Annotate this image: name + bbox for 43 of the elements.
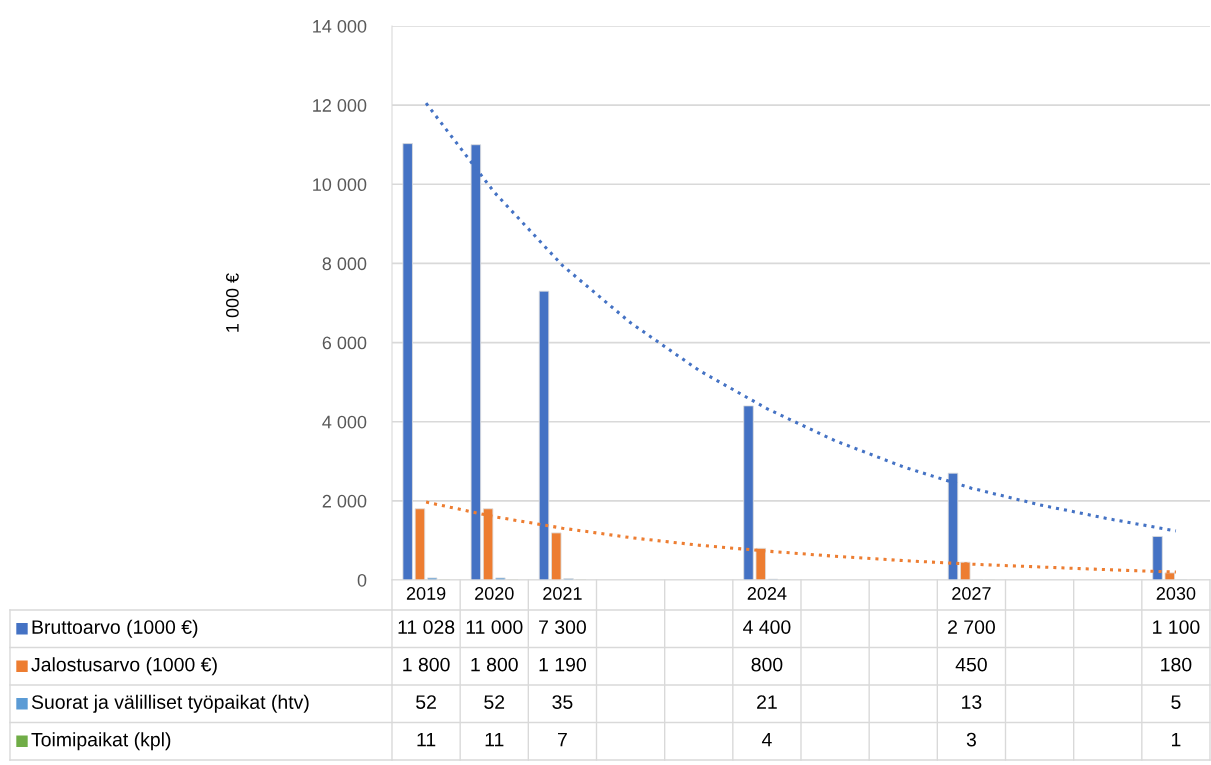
data-label: 11 bbox=[485, 732, 504, 747]
legend-label: Suorat ja välilliset työpaikat (htv) bbox=[31, 694, 309, 713]
y-tick-label: 12 000 bbox=[313, 99, 367, 112]
x-tick-label: 2021 bbox=[543, 587, 582, 600]
data-label: 450 bbox=[955, 657, 987, 672]
data-label: 52 bbox=[484, 695, 505, 709]
x-tick-label: 2030 bbox=[1156, 587, 1196, 600]
data-label: 1 190 bbox=[539, 657, 586, 672]
data-label: 13 bbox=[962, 695, 982, 709]
data-label: 180 bbox=[1161, 657, 1192, 672]
x-tick-label: 2020 bbox=[475, 587, 514, 600]
data-label: 11 000 bbox=[466, 620, 523, 634]
data-label: 1 800 bbox=[471, 657, 518, 672]
data-label: 1 100 bbox=[1153, 620, 1200, 634]
data-label: 1 bbox=[1171, 732, 1181, 747]
legend-label: Toimipaikat (kpl) bbox=[31, 732, 171, 751]
data-label: 11 028 bbox=[398, 620, 455, 634]
data-label: 21 bbox=[757, 695, 777, 709]
y-tick-label: 0 bbox=[357, 573, 367, 587]
legend-label: Bruttoarvo (1000 €) bbox=[32, 619, 198, 638]
data-label: 4 bbox=[761, 732, 772, 747]
data-label: 3 bbox=[966, 732, 976, 747]
data-label: 7 300 bbox=[539, 620, 586, 634]
y-tick-label: 8 000 bbox=[322, 257, 367, 271]
data-label: 800 bbox=[751, 657, 783, 672]
x-tick-label: 2019 bbox=[406, 587, 446, 600]
x-tick-label: 2024 bbox=[747, 587, 787, 600]
y-tick-label: 6 000 bbox=[322, 336, 367, 350]
data-label: 5 bbox=[1171, 695, 1181, 709]
legend-label: Jalostusarvo (1000 €) bbox=[31, 657, 217, 676]
y-axis-title: 1 000 € bbox=[225, 273, 239, 332]
data-label: 52 bbox=[416, 695, 436, 709]
data-label: 35 bbox=[552, 695, 573, 709]
y-tick-label: 2 000 bbox=[322, 494, 367, 508]
data-label: 7 bbox=[558, 732, 567, 747]
y-tick-label: 4 000 bbox=[322, 415, 367, 429]
y-tick-label: 10 000 bbox=[313, 178, 367, 192]
data-label: 1 800 bbox=[403, 657, 450, 672]
data-label: 2 700 bbox=[948, 620, 995, 634]
data-label: 11 bbox=[417, 732, 436, 747]
x-tick-label: 2027 bbox=[952, 587, 991, 600]
data-label: 4 400 bbox=[743, 620, 791, 634]
y-tick-label: 14 000 bbox=[313, 19, 367, 33]
